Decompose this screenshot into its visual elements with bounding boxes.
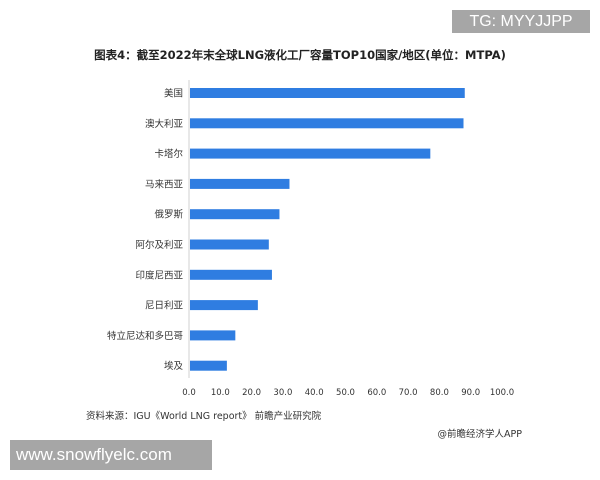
category-label: 埃及 xyxy=(164,360,184,372)
website-watermark: www.snowflyelc.com xyxy=(10,440,212,470)
category-label: 卡塔尔 xyxy=(154,148,183,160)
category-label: 马来西亚 xyxy=(145,179,184,190)
x-tick-label: 90.0 xyxy=(461,388,480,398)
category-label: 俄罗斯 xyxy=(154,209,183,221)
bar xyxy=(190,88,465,98)
category-label: 尼日利亚 xyxy=(145,300,184,312)
x-tick-label: 40.0 xyxy=(305,388,324,398)
tg-watermark: TG: MYYJJPP xyxy=(452,10,590,33)
x-tick-label: 30.0 xyxy=(273,388,292,398)
bar xyxy=(190,330,236,341)
bar xyxy=(190,178,290,189)
x-tick-label: 100.0 xyxy=(490,388,514,398)
x-tick-label: 20.0 xyxy=(242,388,261,398)
bar xyxy=(190,118,464,129)
x-tick-label: 80.0 xyxy=(430,388,449,398)
source-note: 资料来源：IGU《World LNG report》 前瞻产业研究院 xyxy=(86,411,322,422)
bar xyxy=(190,148,431,159)
category-label: 印度尼西亚 xyxy=(135,269,183,281)
category-label: 特立尼达和多巴哥 xyxy=(107,330,183,342)
bar xyxy=(190,360,227,371)
bar xyxy=(190,239,269,250)
category-label: 美国 xyxy=(164,88,183,100)
category-label: 阿尔及利亚 xyxy=(135,239,183,251)
x-tick-label: 60.0 xyxy=(367,388,386,398)
x-tick-label: 0.0 xyxy=(182,388,196,398)
credit-note: @前瞻经济学人APP xyxy=(437,429,522,440)
category-label: 澳大利亚 xyxy=(145,118,184,130)
bar xyxy=(190,300,258,311)
x-tick-label: 70.0 xyxy=(399,388,418,398)
x-tick-label: 50.0 xyxy=(336,388,355,398)
chart-title: 图表4：截至2022年末全球LNG液化工厂容量TOP10国家/地区(单位：MTP… xyxy=(94,48,506,62)
x-tick-label: 10.0 xyxy=(211,388,230,398)
bar xyxy=(190,269,272,280)
bar xyxy=(190,209,280,220)
